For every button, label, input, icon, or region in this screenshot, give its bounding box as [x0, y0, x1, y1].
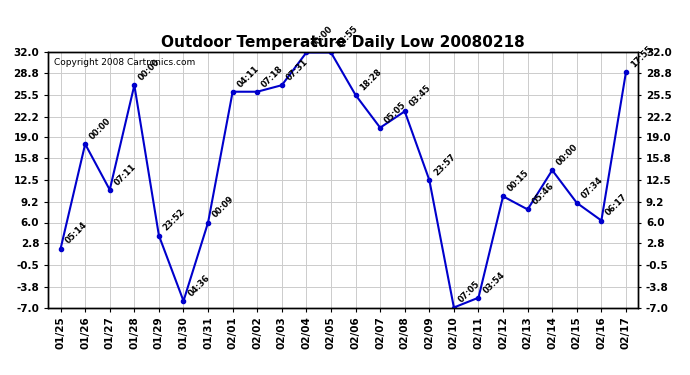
- Text: 05:14: 05:14: [63, 220, 88, 246]
- Text: 03:45: 03:45: [408, 83, 433, 109]
- Text: 07:05: 07:05: [457, 280, 482, 305]
- Text: 12:55: 12:55: [334, 24, 359, 50]
- Text: 00:00: 00:00: [88, 116, 113, 141]
- Text: 05:05: 05:05: [383, 100, 408, 125]
- Text: Copyright 2008 Cartronics.com: Copyright 2008 Cartronics.com: [55, 58, 195, 67]
- Text: 23:52: 23:52: [161, 207, 187, 233]
- Text: 00:00: 00:00: [137, 57, 162, 82]
- Text: 18:28: 18:28: [358, 67, 384, 92]
- Text: 07:31: 07:31: [284, 57, 310, 82]
- Text: 17:55: 17:55: [629, 44, 654, 69]
- Text: 04:36: 04:36: [186, 273, 211, 298]
- Text: 06:17: 06:17: [604, 193, 629, 218]
- Text: 23:57: 23:57: [432, 152, 457, 177]
- Text: 04:11: 04:11: [235, 64, 261, 89]
- Text: 07:18: 07:18: [260, 64, 285, 89]
- Text: 00:00: 00:00: [555, 142, 580, 167]
- Text: 00:09: 00:09: [211, 195, 236, 220]
- Text: 00:15: 00:15: [506, 168, 531, 194]
- Title: Outdoor Temperature Daily Low 20080218: Outdoor Temperature Daily Low 20080218: [161, 35, 525, 50]
- Text: 03:54: 03:54: [481, 270, 506, 295]
- Text: 07:34: 07:34: [580, 175, 604, 200]
- Text: 05:46: 05:46: [531, 182, 555, 207]
- Text: 00:00: 00:00: [309, 25, 334, 50]
- Text: 07:11: 07:11: [112, 162, 138, 187]
